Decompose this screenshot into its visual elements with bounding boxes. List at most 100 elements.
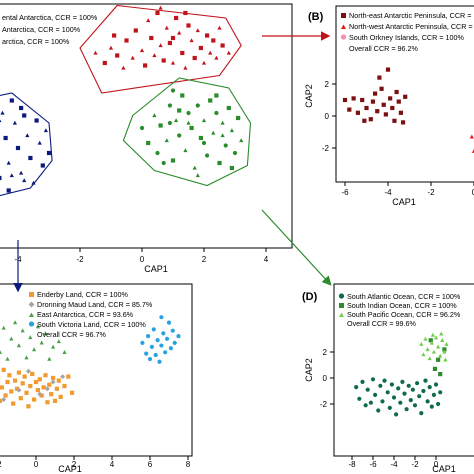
data-point	[172, 340, 177, 345]
data-point	[28, 335, 33, 340]
data-point	[16, 387, 22, 393]
data-point	[186, 23, 191, 28]
panel-b-plot	[342, 67, 474, 153]
data-point	[5, 356, 10, 361]
tick-label: 8	[186, 460, 191, 469]
data-point	[433, 335, 439, 340]
data-point	[14, 386, 20, 391]
data-point	[153, 352, 158, 358]
data-point	[198, 45, 203, 51]
data-point	[39, 340, 44, 345]
data-point	[379, 86, 384, 91]
data-point	[22, 178, 27, 183]
data-point	[133, 28, 138, 33]
data-point	[146, 140, 151, 146]
data-point	[9, 173, 14, 178]
data-point	[378, 383, 383, 388]
data-point	[442, 349, 447, 354]
data-point	[214, 55, 219, 60]
panel-c: -2 0 2 4 6 8 CAP1 Enderby Land, CCR = 100% Dr…	[0, 283, 193, 474]
legend-entry: South Atlantic Ocean, CCR = 100%	[347, 292, 461, 301]
data-point	[370, 377, 376, 382]
data-point	[443, 357, 448, 362]
data-point	[28, 155, 33, 161]
data-point	[429, 340, 434, 345]
data-point	[423, 336, 428, 341]
data-point	[146, 334, 151, 339]
tick-label: -6	[369, 460, 377, 469]
data-point	[375, 109, 380, 114]
data-point	[155, 10, 160, 16]
data-point	[6, 188, 11, 193]
data-point	[1, 325, 6, 330]
data-point	[37, 377, 42, 382]
data-point	[56, 378, 61, 383]
data-point	[421, 352, 426, 357]
data-point	[58, 394, 63, 399]
data-point	[139, 125, 145, 131]
data-point	[195, 28, 200, 33]
data-point	[377, 75, 382, 80]
data-point	[214, 110, 219, 116]
data-point	[195, 103, 200, 108]
data-point	[26, 404, 31, 409]
panel-d-legend: South Atlantic Ocean, CCR = 100% South I…	[338, 292, 461, 328]
data-point	[158, 123, 163, 128]
data-point	[155, 338, 160, 343]
data-point	[351, 96, 356, 101]
data-point	[3, 393, 8, 398]
tick-label: 2	[325, 80, 330, 89]
data-point	[165, 336, 170, 341]
data-point	[130, 55, 135, 60]
data-point	[368, 117, 373, 122]
legend-triangle-marker	[341, 24, 346, 29]
data-point	[220, 120, 225, 125]
data-point	[140, 340, 145, 345]
data-point	[370, 99, 376, 104]
data-point	[6, 160, 11, 165]
data-point	[28, 383, 33, 389]
data-point	[436, 357, 441, 362]
data-point	[19, 170, 24, 175]
data-point	[56, 339, 61, 344]
data-point	[115, 53, 120, 58]
panel-c-legend: Enderby Land, CCR = 100% Dronning Maud L…	[28, 290, 153, 339]
data-point	[368, 400, 373, 405]
data-point	[161, 160, 166, 166]
data-point	[398, 400, 403, 405]
data-point	[186, 120, 191, 125]
data-point	[149, 344, 154, 349]
data-point	[41, 385, 46, 390]
data-point	[152, 53, 157, 58]
data-point	[398, 110, 403, 115]
panel-d-plot	[354, 331, 449, 417]
data-point	[183, 65, 188, 70]
data-point	[143, 63, 148, 68]
data-point	[217, 160, 222, 166]
data-point	[429, 404, 434, 409]
panel-c-x-ticks: -2 0 2 4 6 8	[0, 456, 191, 469]
data-point	[347, 107, 352, 112]
data-point	[208, 98, 213, 103]
data-point	[354, 385, 359, 390]
data-point	[5, 379, 10, 385]
data-point	[431, 392, 436, 397]
data-point	[43, 128, 48, 133]
panel-d: (D) -8 -6 -4 -2 0 2 0 -2 CAP1 CAP2 South Atlant…	[302, 283, 474, 474]
data-point	[425, 399, 430, 404]
data-point	[0, 398, 2, 403]
legend-triangle-marker	[339, 312, 344, 317]
data-point	[12, 120, 17, 125]
data-point	[226, 50, 231, 55]
legend-entry: East Antarctica, CCR = 93.6%	[37, 310, 134, 319]
data-point	[205, 33, 210, 38]
data-point	[189, 125, 194, 131]
data-point	[438, 390, 443, 395]
data-point	[232, 150, 238, 156]
panel-a-plot	[0, 4, 252, 197]
data-point	[400, 120, 406, 125]
data-point	[363, 403, 368, 408]
legend-entry: Dronning Maud Land, CCR = 85.7%	[37, 300, 153, 309]
